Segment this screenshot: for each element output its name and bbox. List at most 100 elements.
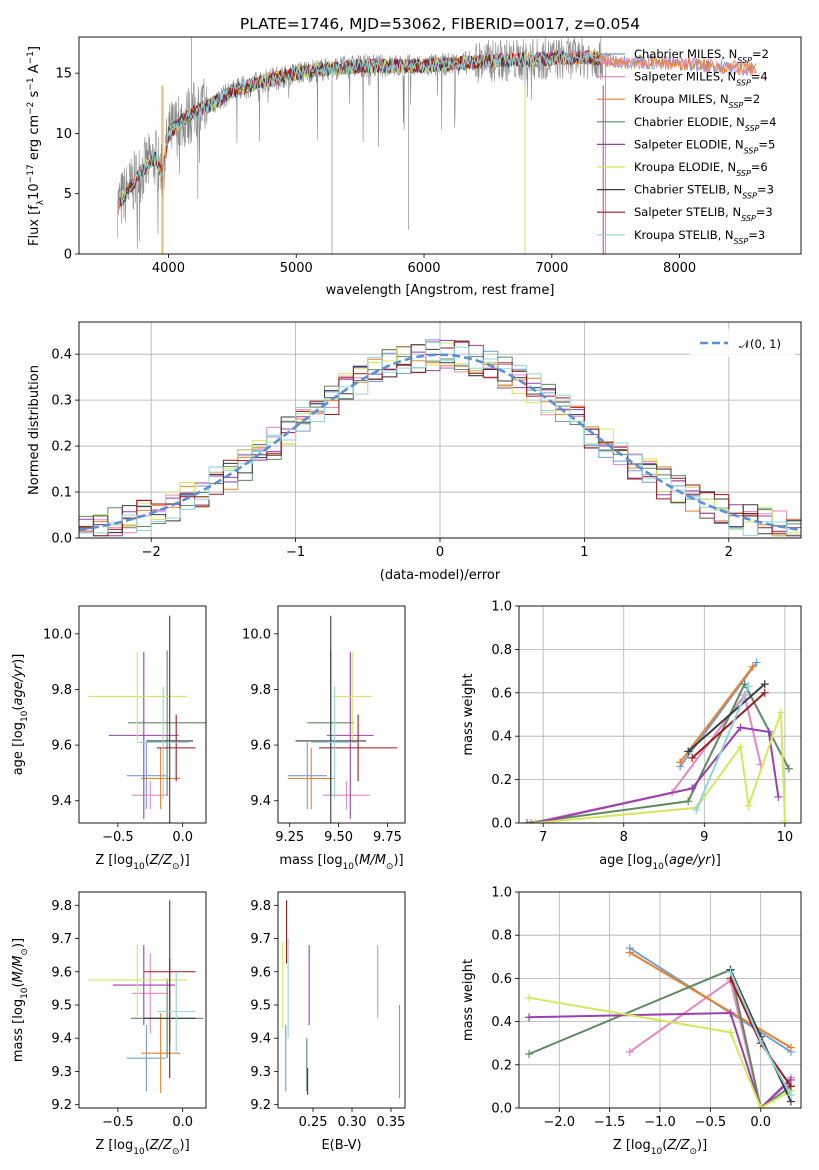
- y-tick-label: 9.8: [51, 683, 72, 698]
- axes-frame: [277, 605, 406, 824]
- y-tick-label: 9.5: [250, 998, 271, 1013]
- weight-marker-kelodie: [736, 743, 745, 752]
- axes-frame: [78, 321, 802, 539]
- weight-line-kmiles: [679, 666, 754, 763]
- x-tick-label: −1: [286, 545, 305, 560]
- y-tick-label: 9.5: [51, 998, 72, 1013]
- axes-age_vs_Z: −0.5 0.0 9.4 9.6 9.8 10.0 Z [log10(Z/Z⊙)] age […: [11, 605, 207, 872]
- y-tick-label: 0.0: [51, 532, 72, 547]
- y-tick-label: 0.2: [491, 1058, 512, 1073]
- plot-area: [88, 615, 206, 823]
- axes-frame: [518, 891, 802, 1109]
- weight-marker-cmiles: [752, 658, 761, 667]
- y-axis-label: mass [log10(M/M⊙)]: [11, 938, 30, 1062]
- weight-marker-sstelib: [760, 688, 769, 697]
- weight-line-celodie: [526, 681, 790, 823]
- weight-marker-kmiles: [748, 662, 757, 671]
- weight-marker-kmiles: [786, 1043, 795, 1052]
- weight-marker-celodie: [684, 797, 693, 806]
- x-axis-label: age [log10(age/yr)]: [599, 853, 721, 872]
- axes-weight_vs_Z: −2.0 −1.5 −1.0 −0.5 0.0 0.0 0.2 0.4 0.6 0.8 1.0 Z […: [461, 886, 802, 1157]
- legend-label: Chabrier MILES, NSSP=2: [634, 47, 769, 65]
- weight-marker-kstelib: [786, 1091, 795, 1100]
- weight-marker-sstelib: [786, 1082, 795, 1091]
- weight-marker-kelodie: [726, 1028, 735, 1037]
- legend: Chabrier MILES, NSSP=2 Salpeter MILES, NS…: [597, 47, 776, 245]
- y-tick-label: 9.2: [250, 1098, 271, 1113]
- y-tick-label: 9.2: [51, 1098, 72, 1113]
- y-tick-label: 0.3: [51, 394, 72, 409]
- y-tick-label: 1.0: [491, 600, 512, 615]
- y-tick-label: 0: [64, 248, 72, 263]
- weight-marker-kelodie: [525, 993, 534, 1002]
- x-axis-label: mass [log10(M/M⊙)]: [279, 853, 403, 872]
- plot-area: [116, 37, 757, 254]
- y-tick-label: 15: [55, 67, 72, 82]
- x-tick-label: −1.0: [644, 1115, 676, 1130]
- axes-weight_vs_age: 7 8 9 10 0.0 0.2 0.4 0.6 0.8 1.0 age [log10(age/yr…: [461, 600, 802, 872]
- weight-marker-kstelib: [744, 682, 753, 691]
- y-tick-label: 0.6: [491, 686, 512, 701]
- weight-marker-cstelib: [684, 747, 693, 756]
- axes-frame: [277, 891, 406, 1109]
- weight-marker-celodie: [525, 1050, 534, 1058]
- x-tick-label: 0.0: [750, 1115, 771, 1130]
- y-tick-label: 10.0: [242, 627, 271, 642]
- weight-marker-smiles: [625, 1047, 634, 1056]
- x-tick-label: −0.5: [695, 1115, 727, 1130]
- x-tick-label: 0.0: [172, 1115, 193, 1130]
- axes-spectrum: 4000 5000 6000 7000 8000 0 5 10 15 wavelength [An…: [26, 36, 802, 298]
- weight-marker-selodie: [688, 784, 697, 793]
- x-tick-label: 9.75: [373, 830, 402, 845]
- y-tick-label: 5: [64, 187, 72, 202]
- weight-marker-sstelib: [688, 753, 697, 762]
- gaussian-reference-line: [79, 353, 801, 532]
- weight-marker-kstelib: [726, 967, 735, 976]
- weight-marker-smiles: [527, 819, 536, 823]
- y-tick-label: 9.7: [51, 932, 72, 947]
- x-tick-label: 6000: [407, 261, 440, 276]
- y-tick-label: 9.8: [250, 683, 271, 698]
- legend-label: 𝒩(0, 1): [739, 337, 781, 351]
- legend-label: Salpeter STELIB, NSSP=3: [634, 205, 773, 223]
- weight-marker-celodie: [740, 680, 749, 689]
- weight-marker-kmiles: [625, 948, 634, 957]
- weight-marker-kstelib: [756, 1037, 765, 1046]
- y-tick-label: 9.4: [250, 794, 271, 809]
- weight-marker-kelodie: [744, 801, 753, 810]
- weight-line-kstelib: [695, 685, 750, 811]
- y-tick-label: 9.6: [51, 739, 72, 754]
- legend-label: Salpeter MILES, NSSP=4: [634, 70, 768, 88]
- y-tick-label: 9.6: [51, 965, 72, 980]
- weight-line-sstelib: [691, 692, 766, 759]
- y-tick-label: 0.8: [491, 929, 512, 944]
- x-tick-label: 8000: [663, 261, 696, 276]
- y-tick-label: 0.0: [491, 1102, 512, 1117]
- x-axis-label: Z [log10(Z/Z⊙)]: [95, 853, 189, 872]
- y-tick-label: 10.0: [43, 627, 72, 642]
- x-axis-label: wavelength [Angstrom, rest frame]: [326, 283, 555, 298]
- x-axis-label: Z [log10(Z/Z⊙)]: [95, 1138, 189, 1157]
- weight-marker-celodie: [523, 819, 532, 823]
- x-tick-label: −2: [142, 545, 161, 560]
- weight-marker-kstelib: [692, 805, 701, 814]
- y-tick-label: 9.8: [51, 899, 72, 914]
- weight-marker-selodie: [764, 727, 773, 736]
- plot-area: [525, 944, 795, 1108]
- y-tick-label: 9.4: [250, 1032, 271, 1047]
- y-tick-label: 0.2: [51, 440, 72, 455]
- legend-label: Salpeter ELODIE, NSSP=5: [634, 137, 775, 155]
- y-tick-label: 0.2: [491, 773, 512, 788]
- y-tick-label: 10: [55, 127, 72, 142]
- weight-marker-celodie: [784, 764, 793, 773]
- x-tick-label: 9: [700, 830, 708, 845]
- x-tick-label: 5000: [280, 261, 313, 276]
- x-tick-label: 0.35: [376, 1115, 405, 1130]
- weight-marker-kmiles: [676, 758, 685, 767]
- y-tick-label: 9.8: [250, 899, 271, 914]
- plot-area: [287, 615, 398, 823]
- axes-frame: [78, 36, 802, 255]
- y-tick-label: 0.4: [491, 730, 512, 745]
- weight-line-kmiles: [629, 951, 792, 1049]
